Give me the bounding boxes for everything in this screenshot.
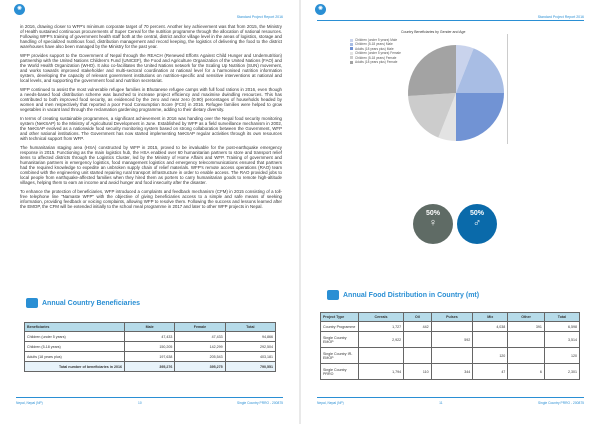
header-report-title: Standard Project Report 2016 [537, 15, 584, 19]
legend-item: Children (5-18 years) Female [350, 56, 401, 60]
paragraph: To enhance the protection of beneficiari… [20, 188, 282, 209]
male-percentage-badge: 50% ♂ [457, 204, 497, 244]
legend-swatch [350, 38, 353, 42]
section-heading: Annual Country Beneficiaries [26, 298, 140, 308]
legend-label: Children (5-18 years) Male [355, 42, 393, 47]
section-title: Annual Food Distribution in Country (mt) [343, 291, 480, 299]
pie-chart [408, 45, 504, 141]
table-row: Children (under 5 years) 47,433 47,433 94,8… [24, 331, 277, 342]
footer-project: Single Country PRRO - 200875 [237, 401, 283, 405]
table-row: Country Programme 1,727 442 4,038 391 6,598 [320, 321, 581, 332]
legend-swatch [350, 56, 353, 60]
col-header: Female [174, 322, 226, 332]
paragraph: WFP continued to assist the most vulnera… [20, 86, 282, 113]
legend-swatch [350, 47, 353, 51]
table-row: Single Country IR-EMOP 120 120 [320, 347, 581, 364]
table-row: Adults (18 years plus) 197,638 205,543 403,… [24, 351, 277, 362]
legend-swatch [350, 51, 353, 55]
right-page: ✺ Standard Project Report 2016 Country B… [301, 0, 600, 424]
female-icon: ♀ [428, 217, 438, 229]
pie-slice [456, 45, 474, 93]
footer-project: Single Country PRRO - 200875 [537, 401, 584, 405]
pie-slice [408, 45, 456, 97]
male-icon: ♂ [472, 217, 482, 229]
section-heading: Annual Food Distribution in Country (mt) [327, 290, 479, 300]
col-header: Cereals [357, 312, 405, 322]
col-header: Total [543, 312, 581, 322]
table-row: Children (5-18 years) 150,205 142,299 292,5… [24, 341, 277, 352]
legend-item: Children (under 5 years) Female [350, 51, 401, 55]
pie-slice [456, 48, 504, 94]
table-row: Single Country PRRO 1,794 110 344 47 6 2,301 [320, 363, 581, 380]
page-number: 10 [138, 401, 142, 405]
col-header: Male [123, 322, 176, 332]
page-number: 11 [439, 401, 443, 405]
people-icon [26, 298, 38, 308]
header-divider [317, 20, 584, 21]
col-header: Total [224, 322, 277, 332]
legend-item: Children (5-18 years) Male [350, 42, 401, 46]
pie-slice [438, 93, 456, 141]
header-report-title: Standard Project Report 2016 [236, 15, 283, 19]
legend-swatch [350, 60, 353, 64]
beneficiaries-table: Beneficiaries Male Female Total Children… [24, 322, 277, 372]
legend-item: Adults (18 years plus) Male [350, 47, 401, 51]
footer: Nepal, Nepal (NP) 11 Single Country PRRO… [317, 397, 584, 405]
footer-country: Nepal, Nepal (NP) [16, 401, 43, 405]
wfp-logo-icon: ✺ [14, 4, 25, 15]
footer-country: Nepal, Nepal (NP) [317, 401, 344, 405]
legend-label: Children (under 5 years) Male [355, 38, 398, 42]
chart-title: Country Beneficiaries by Gender and Age [401, 30, 466, 34]
pie-slice [408, 93, 456, 138]
wfp-logo-icon: ✺ [315, 4, 326, 15]
chart-legend: Children (under 5 years) Male Children (5… [350, 38, 401, 64]
col-header: Mix [472, 312, 509, 322]
food-bag-icon [327, 290, 339, 300]
legend-label: Children (under 5 years) Female [355, 51, 401, 56]
footer: Nepal, Nepal (NP) 10 Single Country PRRO… [16, 397, 283, 405]
chart-frame [507, 34, 508, 144]
left-page: ✺ Standard Project Report 2016 in 2016, … [0, 0, 299, 424]
col-header: Beneficiaries [24, 322, 125, 332]
legend-item: Children (under 5 years) Male [350, 38, 401, 42]
legend-swatch [350, 43, 353, 47]
paragraph: The humanitarian staging area (HSA) cons… [20, 144, 282, 186]
legend-label: Adults (18 years plus) Female [355, 60, 398, 65]
paragraph: In terms of creating sustainable program… [20, 115, 282, 142]
section-title: Annual Country Beneficiaries [42, 299, 141, 307]
legend-label: Adults (18 years plus) Male [355, 46, 394, 51]
col-header: Other [507, 312, 545, 322]
body-text: in 2016, drawing closer to WFP's minimum… [20, 24, 282, 212]
paragraph: WFP provides support to the Government o… [20, 52, 282, 84]
paragraph: in 2016, drawing closer to WFP's minimum… [20, 24, 282, 50]
pie-slice [455, 93, 504, 141]
female-percentage-badge: 50% ♀ [413, 204, 453, 244]
table-row: Single Country EMOP 2,922 592 3,514 [320, 331, 581, 348]
legend-label: Children (5-18 years) Female [355, 55, 397, 60]
legend-item: Adults (18 years plus) Female [350, 60, 401, 64]
col-header: Pulses [430, 312, 474, 322]
col-header: Oil [403, 312, 432, 322]
total-row: Total number of beneficiaries in 2016 395… [24, 361, 277, 372]
col-header: Project Type [320, 312, 359, 322]
food-distribution-table: Project Type Cereals Oil Pulses Mix Other Tota… [320, 312, 581, 380]
